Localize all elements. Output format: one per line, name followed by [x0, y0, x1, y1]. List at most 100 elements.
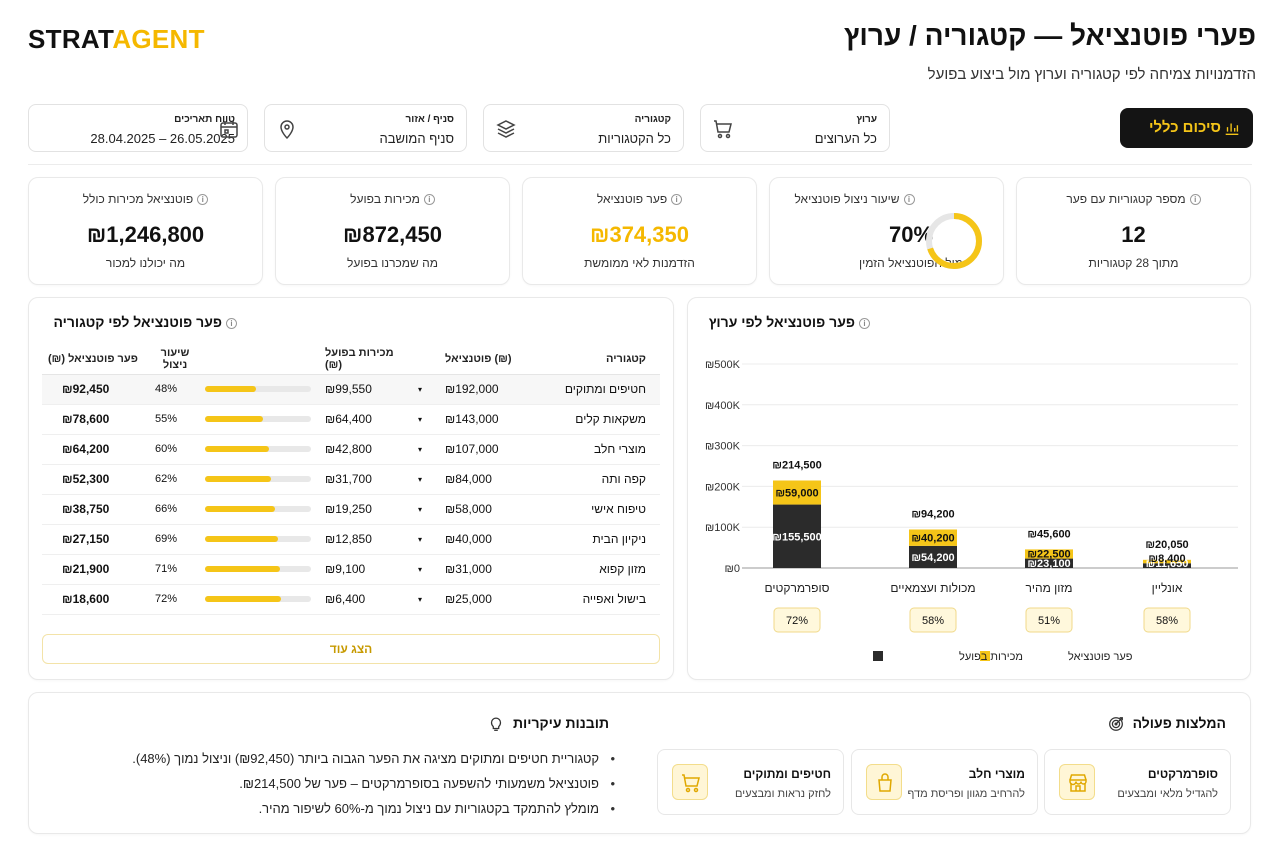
date-range-filter[interactable]: טווח תאריכים 28.04.2025 – 26.05.2025 [28, 104, 248, 152]
progress-bar-fill [205, 476, 271, 482]
channel-chart: ₪0 ₪100K ₪200K ₪300K ₪400K ₪500K ₪155,500 ₪59,0… [705, 359, 1238, 663]
rate-badge [909, 607, 957, 633]
kpi-categories-title-text: מספר קטגוריות עם פער [1066, 192, 1186, 206]
table-row[interactable]: משקאות קלים ₪143,000 ▾ ₪64,400 55% ₪78,600 [42, 404, 660, 435]
cell-gap: ₪18,600 [42, 584, 155, 615]
table-row[interactable]: בישול ואפייה ₪25,000 ▾ ₪6,400 72% ₪18,600 [42, 584, 660, 615]
bar-actual-label: ₪11,650 [1146, 558, 1189, 570]
insight-item: פוטנציאל משמעותי להשפעה בסופרמרקטים – פע… [132, 771, 615, 796]
rate-badge-label: 51% [1038, 615, 1060, 627]
shopping-bag-icon [878, 773, 892, 792]
kpi-utilization-value: 70% [888, 222, 934, 247]
cell-category: קפה ותה [520, 464, 660, 495]
cell-category: חטיפים ומתוקים [520, 374, 660, 405]
bar-gap [1025, 549, 1073, 559]
info-icon[interactable]: i [1189, 194, 1201, 206]
cell-rate: 66% [155, 494, 195, 525]
cell-category: בישול ואפייה [520, 584, 660, 615]
info-icon[interactable]: i [197, 194, 209, 206]
header-rate[interactable]: שיעור ניצול [155, 344, 195, 375]
info-icon[interactable]: i [859, 317, 870, 329]
row-menu-icon[interactable]: ▾ [405, 524, 435, 555]
category-filter[interactable]: קטגוריה כל הקטגוריות [483, 104, 684, 152]
cell-rate-bar [195, 524, 315, 555]
category-filter-label: קטגוריה [634, 114, 671, 125]
bar-actual [909, 545, 957, 568]
header-potential[interactable]: פוטנציאל (₪) [435, 344, 520, 375]
lightbulb-icon [490, 717, 502, 732]
row-menu-icon[interactable]: ▾ [405, 434, 435, 465]
bar-actual [1143, 563, 1191, 568]
row-menu-icon[interactable]: ▾ [405, 464, 435, 495]
kpi-total-value: ₪1,246,800 [86, 222, 205, 247]
cell-actual: ₪42,800 [315, 434, 405, 465]
cell-potential: ₪58,000 [435, 494, 520, 525]
kpi-utilization-title-text: שיעור ניצול פוטנציאל [794, 192, 900, 206]
recommendation-title: חטיפים ומתוקים [743, 767, 831, 781]
layers-icon [496, 120, 516, 138]
info-icon[interactable]: i [903, 194, 915, 206]
map-pin-icon [280, 120, 294, 140]
branch-filter[interactable]: סניף / אזור סניף המושבה [264, 104, 467, 152]
row-menu-icon[interactable]: ▾ [405, 584, 435, 615]
kpi-utilization-title: iשיעור ניצול פוטנציאל [770, 192, 939, 206]
channel-filter-value: כל הערוצים [814, 131, 877, 146]
table-row[interactable]: חטיפים ומתוקים ₪192,000 ▾ ₪99,550 48% ₪92,450 [42, 374, 660, 405]
cell-category: מזון קפוא [520, 554, 660, 585]
bar-gap-label: ₪59,000 [775, 488, 818, 500]
category-filter-value: כל הקטגוריות [598, 131, 671, 146]
cell-rate-bar [195, 374, 315, 405]
bar-total-label: ₪214,500 [772, 459, 821, 471]
cell-potential: ₪143,000 [435, 404, 520, 435]
table-row[interactable]: מוצרי חלב ₪107,000 ▾ ₪42,800 60% ₪64,200 [42, 434, 660, 465]
cell-potential: ₪84,000 [435, 464, 520, 495]
channel-filter[interactable]: ערוץ כל הערוצים [700, 104, 890, 152]
show-more-button[interactable]: הצג עוד [42, 634, 660, 664]
row-menu-icon[interactable]: ▾ [405, 494, 435, 525]
x-tick-label: אונליין [1152, 581, 1183, 595]
cell-rate-bar [195, 434, 315, 465]
cell-gap: ₪38,750 [42, 494, 155, 525]
bar-actual [773, 504, 821, 568]
table-row[interactable]: ניקיון הבית ₪40,000 ▾ ₪12,850 69% ₪27,150 [42, 524, 660, 555]
bar-total-label: ₪45,600 [1027, 528, 1070, 540]
recommendations-title: המלצות פעולה [1107, 715, 1226, 733]
table-row[interactable]: מזון קפוא ₪31,000 ▾ ₪9,100 71% ₪21,900 [42, 554, 660, 585]
cell-actual: ₪12,850 [315, 524, 405, 555]
header-actual[interactable]: מכירות בפועל (₪) [315, 344, 405, 375]
cell-actual: ₪9,100 [315, 554, 405, 585]
progress-bar-fill [205, 446, 269, 452]
row-menu-icon[interactable]: ▾ [405, 554, 435, 585]
info-icon[interactable]: i [226, 317, 237, 329]
rate-badge-label: 58% [1156, 615, 1178, 627]
kpi-gap-title: iפער פוטנציאל [523, 192, 756, 206]
kpi-categories-title: iמספר קטגוריות עם פער [1017, 192, 1250, 206]
recommendation-title: מוצרי חלב [968, 767, 1025, 781]
summary-button[interactable]: סיכום כללי [1120, 108, 1253, 148]
cell-category: מוצרי חלב [520, 434, 660, 465]
recommendation-card-2[interactable]: מוצרי חלב להרחיב מגוון ופריסת מדף [851, 749, 1038, 815]
cell-potential: ₪25,000 [435, 584, 520, 615]
table-row[interactable]: טיפוח אישי ₪58,000 ▾ ₪19,250 66% ₪38,750 [42, 494, 660, 525]
y-tick-label: ₪300K [705, 441, 741, 453]
kpi-total-title-text: פוטנציאל מכירות כולל [82, 192, 194, 206]
recommendation-card-3[interactable]: חטיפים ומתוקים לחזק נראות ומבצעים [657, 749, 844, 815]
branch-filter-value: סניף המושבה [379, 131, 454, 146]
progress-bar [205, 476, 311, 482]
table-row[interactable]: קפה ותה ₪84,000 ▾ ₪31,700 62% ₪52,300 [42, 464, 660, 495]
cell-rate: 55% [155, 404, 195, 435]
header-category[interactable]: קטגוריה [520, 344, 660, 375]
insight-item: מומלץ להתמקד בקטגוריות עם ניצול נמוך מ-6… [132, 796, 615, 821]
insight-item: קטגוריית חטיפים ומתוקים מציגה את הפער הג… [132, 746, 615, 771]
header-gap[interactable]: פער פוטנציאל (₪) [42, 344, 155, 375]
info-icon[interactable]: i [423, 194, 435, 206]
info-icon[interactable]: i [671, 194, 683, 206]
progress-bar [205, 536, 311, 542]
recommendation-card-1[interactable]: סופרמרקטים להגדיל מלאי ומבצעים [1044, 749, 1231, 815]
row-menu-icon[interactable]: ▾ [405, 374, 435, 405]
row-menu-icon[interactable]: ▾ [405, 404, 435, 435]
legend-label-actual: מכירות בפועל [959, 650, 1023, 663]
progress-bar-fill [205, 596, 282, 602]
progress-bar-fill [205, 386, 256, 392]
kpi-gap-title-text: פער פוטנציאל [596, 192, 668, 206]
